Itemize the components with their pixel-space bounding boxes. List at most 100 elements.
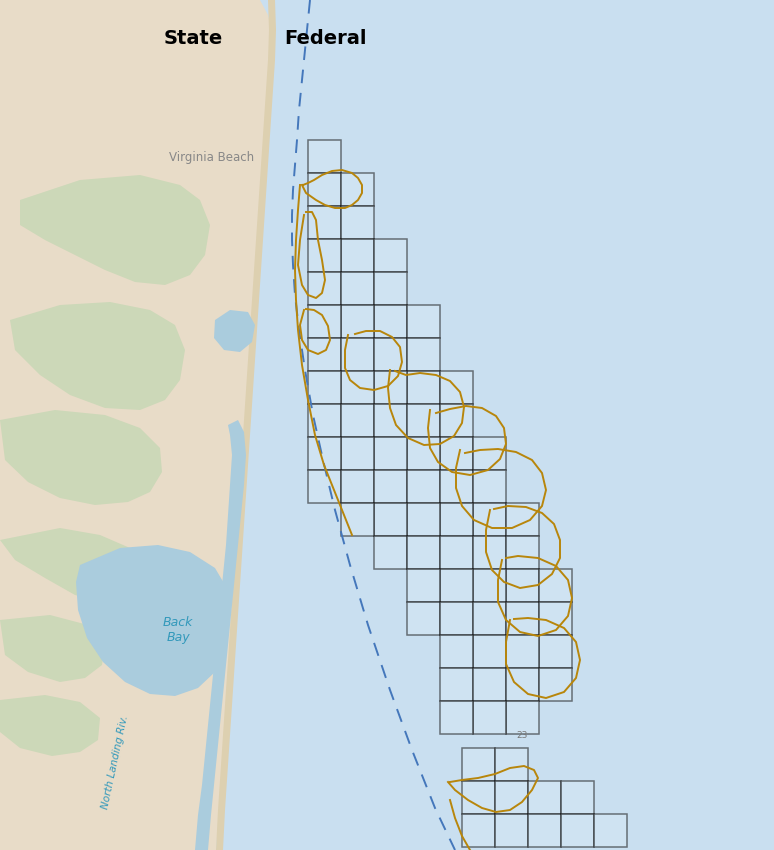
Bar xyxy=(308,305,341,338)
Bar xyxy=(440,701,473,734)
Bar xyxy=(308,272,341,305)
Bar xyxy=(440,404,473,437)
Bar xyxy=(440,602,473,635)
Bar xyxy=(407,371,440,404)
Bar xyxy=(341,503,374,536)
Bar xyxy=(341,437,374,470)
Polygon shape xyxy=(0,410,162,505)
Bar xyxy=(506,569,539,602)
Bar xyxy=(341,404,374,437)
Bar xyxy=(473,536,506,569)
Bar xyxy=(473,437,506,470)
Bar xyxy=(473,470,506,503)
Bar xyxy=(341,470,374,503)
Bar xyxy=(539,668,572,701)
Bar xyxy=(473,602,506,635)
Bar xyxy=(308,338,341,371)
Bar xyxy=(407,404,440,437)
Bar xyxy=(473,635,506,668)
Bar xyxy=(341,206,374,239)
Bar xyxy=(473,503,506,536)
Bar xyxy=(462,748,495,781)
Text: Virginia Beach: Virginia Beach xyxy=(169,150,254,163)
Bar xyxy=(440,371,473,404)
Bar xyxy=(341,272,374,305)
Bar xyxy=(506,701,539,734)
Bar xyxy=(407,569,440,602)
Bar xyxy=(374,371,407,404)
Bar xyxy=(440,635,473,668)
Bar xyxy=(473,701,506,734)
Bar xyxy=(440,569,473,602)
Bar xyxy=(495,814,528,847)
Bar xyxy=(374,437,407,470)
Bar xyxy=(528,814,561,847)
Bar xyxy=(561,781,594,814)
Bar xyxy=(374,305,407,338)
Bar xyxy=(308,239,341,272)
Bar xyxy=(473,668,506,701)
Polygon shape xyxy=(0,615,105,682)
Bar xyxy=(341,173,374,206)
Bar xyxy=(407,536,440,569)
Bar xyxy=(440,437,473,470)
Polygon shape xyxy=(214,310,255,352)
Bar xyxy=(495,781,528,814)
Text: Federal: Federal xyxy=(284,29,366,48)
Bar xyxy=(341,338,374,371)
Bar xyxy=(561,814,594,847)
Bar xyxy=(440,536,473,569)
Polygon shape xyxy=(216,0,276,850)
Bar xyxy=(539,635,572,668)
Text: North Landing Riv.: North Landing Riv. xyxy=(100,714,130,810)
Bar xyxy=(462,814,495,847)
Text: 23: 23 xyxy=(516,732,528,740)
Bar xyxy=(374,272,407,305)
Bar xyxy=(407,338,440,371)
Bar xyxy=(341,239,374,272)
Bar xyxy=(308,206,341,239)
Bar xyxy=(374,338,407,371)
Bar xyxy=(308,140,341,173)
Text: Back
Bay: Back Bay xyxy=(163,616,194,644)
Bar xyxy=(308,437,341,470)
Text: State: State xyxy=(163,29,223,48)
Bar xyxy=(440,503,473,536)
Polygon shape xyxy=(0,695,100,756)
Bar xyxy=(374,239,407,272)
Bar xyxy=(407,503,440,536)
Bar xyxy=(374,503,407,536)
Bar xyxy=(539,569,572,602)
Bar xyxy=(473,569,506,602)
Bar xyxy=(308,404,341,437)
Bar xyxy=(506,503,539,536)
Bar xyxy=(308,470,341,503)
Bar xyxy=(440,470,473,503)
Bar xyxy=(506,635,539,668)
Bar xyxy=(528,781,561,814)
Bar xyxy=(308,173,341,206)
Polygon shape xyxy=(195,420,246,850)
Bar xyxy=(506,668,539,701)
Bar xyxy=(506,536,539,569)
Bar xyxy=(374,404,407,437)
Bar xyxy=(374,470,407,503)
Bar xyxy=(341,305,374,338)
Bar xyxy=(341,371,374,404)
Bar xyxy=(407,602,440,635)
Bar xyxy=(506,602,539,635)
Polygon shape xyxy=(10,302,185,410)
Bar xyxy=(594,814,627,847)
Bar xyxy=(407,437,440,470)
Bar xyxy=(495,748,528,781)
Bar xyxy=(539,602,572,635)
Bar xyxy=(407,305,440,338)
Bar xyxy=(374,536,407,569)
Polygon shape xyxy=(20,175,210,285)
Bar xyxy=(462,781,495,814)
Polygon shape xyxy=(76,545,230,696)
Polygon shape xyxy=(0,0,275,850)
Bar xyxy=(308,371,341,404)
Bar xyxy=(440,668,473,701)
Polygon shape xyxy=(0,528,145,602)
